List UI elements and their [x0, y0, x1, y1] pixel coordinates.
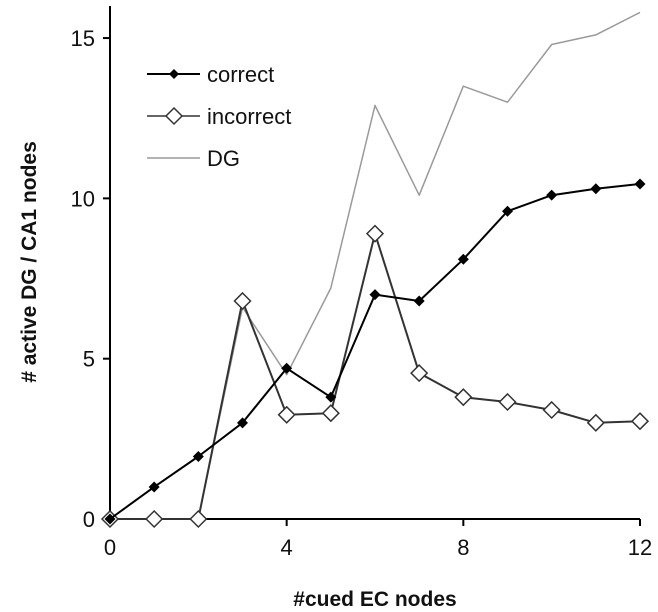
data-point-incorrect	[277, 405, 296, 424]
legend-item-dg: DG	[147, 146, 240, 171]
data-point-incorrect	[365, 224, 385, 243]
data-point-incorrect	[233, 291, 252, 311]
data-point-correct	[634, 178, 646, 190]
data-point-correct	[413, 295, 425, 307]
y-tick-label: 0	[83, 507, 95, 532]
data-point-incorrect	[145, 509, 164, 529]
data-point-correct	[325, 391, 337, 403]
legend-label-dg: DG	[207, 146, 240, 171]
legend-label-incorrect: incorrect	[207, 104, 291, 129]
filled-diamond-icon	[169, 69, 179, 79]
data-point-correct	[148, 481, 160, 493]
series-line-incorrect	[110, 232, 641, 520]
y-tick-label: 15	[71, 26, 95, 51]
data-point-correct	[502, 205, 513, 217]
data-point-incorrect	[630, 412, 650, 431]
x-tick-label: 8	[457, 535, 469, 560]
open-diamond-icon	[164, 106, 184, 126]
plot-area: 0 5 10 15 0 4 8 12	[71, 6, 653, 560]
series-incorrect	[100, 224, 650, 529]
series-line-dg	[110, 11, 641, 520]
data-point-incorrect	[321, 404, 340, 423]
data-point-correct	[369, 289, 381, 301]
data-point-incorrect	[189, 509, 208, 529]
series-layer	[100, 11, 650, 529]
legend-label-correct: correct	[207, 62, 274, 87]
legend-item-incorrect: incorrect	[147, 104, 291, 129]
legend: correct incorrect DG	[147, 62, 291, 171]
x-tick-label: 12	[628, 535, 652, 560]
x-tick-label: 0	[104, 535, 116, 560]
data-point-correct	[104, 513, 116, 525]
data-point-correct	[590, 183, 602, 195]
data-point-incorrect	[454, 388, 473, 407]
series-correct	[104, 178, 646, 525]
data-point-correct	[237, 417, 248, 429]
x-axis-title: #cued EC nodes	[293, 588, 456, 611]
data-point-correct	[192, 450, 204, 462]
data-point-correct	[457, 253, 469, 265]
y-axis-title: # active DG / CA1 nodes	[18, 141, 41, 383]
data-point-incorrect	[586, 413, 605, 432]
series-dg	[110, 11, 641, 520]
x-tick-label: 4	[281, 535, 293, 560]
legend-item-correct: correct	[147, 62, 274, 87]
y-tick-label: 5	[83, 347, 95, 372]
y-tick-label: 10	[71, 186, 95, 211]
data-point-incorrect	[542, 400, 561, 420]
axis-ticks: 0 5 10 15 0 4 8 12	[71, 26, 653, 560]
data-point-correct	[546, 189, 558, 201]
data-point-correct	[281, 362, 293, 374]
data-point-incorrect	[498, 392, 517, 412]
data-point-incorrect	[410, 364, 429, 383]
